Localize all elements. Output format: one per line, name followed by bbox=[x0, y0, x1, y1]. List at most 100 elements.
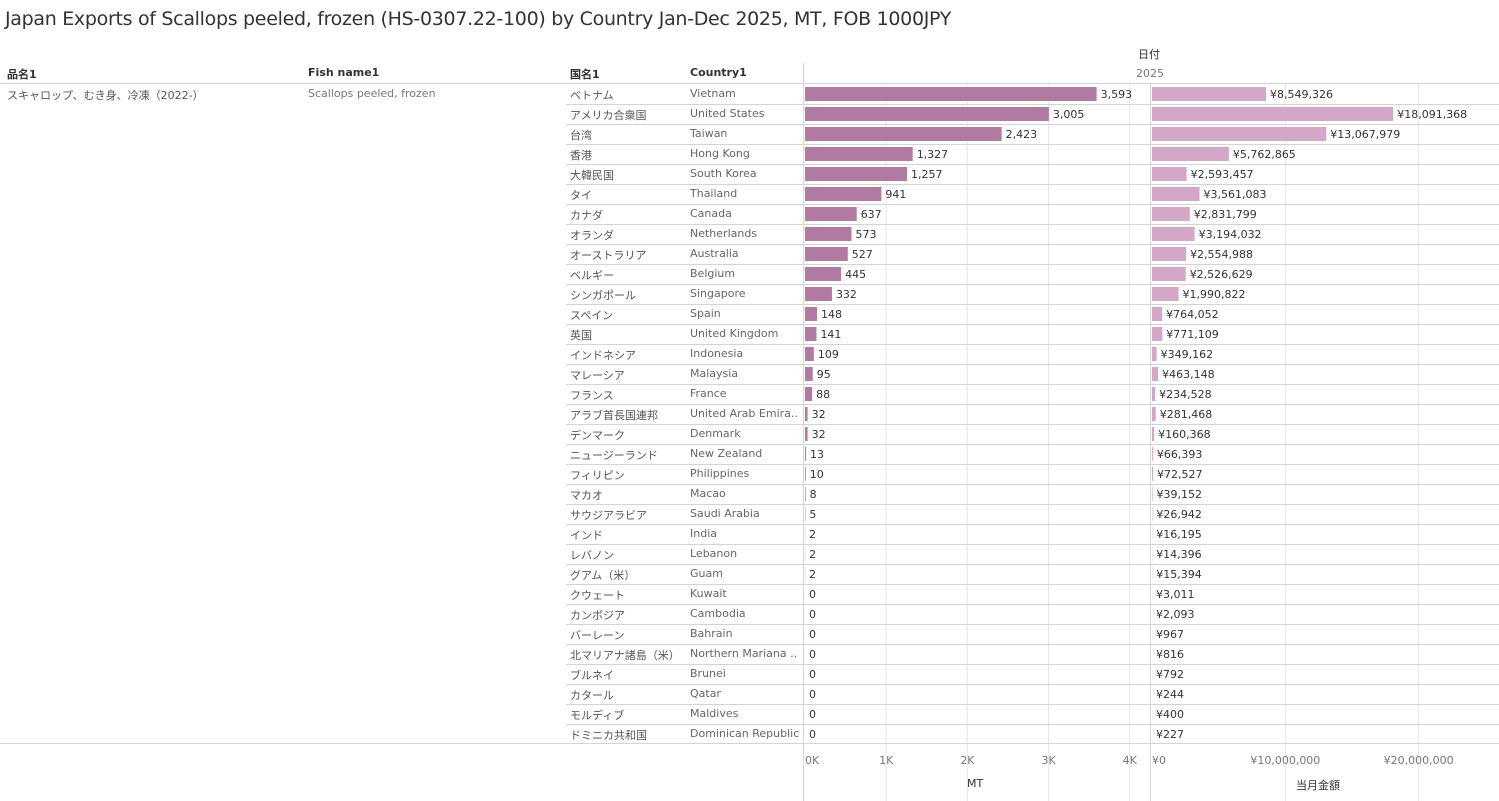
mt-bar-17 bbox=[805, 427, 808, 441]
mt-value-label-30: 0 bbox=[809, 688, 816, 701]
mt-bar-14 bbox=[805, 367, 813, 381]
value-bar-7 bbox=[1152, 227, 1195, 241]
header-product-jp: 品名1 bbox=[7, 68, 37, 81]
mt-value-label-4: 1,257 bbox=[911, 168, 943, 181]
mt-bar-19 bbox=[805, 467, 806, 481]
mt-bar-20 bbox=[805, 487, 806, 501]
value-label-19: ¥72,527 bbox=[1157, 468, 1203, 481]
header-country-en: Country1 bbox=[690, 66, 747, 79]
value-label-9: ¥2,526,629 bbox=[1190, 268, 1253, 281]
value-bar-18 bbox=[1152, 447, 1153, 461]
mt-value-label-16: 32 bbox=[812, 408, 826, 421]
mt-value-label-1: 3,005 bbox=[1053, 108, 1085, 121]
value-bar-4 bbox=[1152, 167, 1187, 181]
mt-value-label-27: 0 bbox=[809, 628, 816, 641]
value-label-31: ¥400 bbox=[1156, 708, 1184, 721]
mt-bar-1 bbox=[805, 107, 1049, 121]
value-bar-19 bbox=[1152, 467, 1153, 481]
mt-value-label-8: 527 bbox=[852, 248, 873, 261]
value-label-0: ¥8,549,326 bbox=[1270, 88, 1333, 101]
value-label-27: ¥967 bbox=[1156, 628, 1184, 641]
tick-label-1-0: ¥0 bbox=[1152, 754, 1166, 767]
header-country-jp: 国名1 bbox=[570, 68, 600, 81]
mt-value-label-7: 573 bbox=[856, 228, 877, 241]
mt-axis-title: MT bbox=[967, 777, 984, 790]
mt-bar-3 bbox=[805, 147, 913, 161]
mt-value-label-3: 1,327 bbox=[917, 148, 949, 161]
mt-value-label-2: 2,423 bbox=[1006, 128, 1038, 141]
tick-label-0-4: 4K bbox=[1122, 754, 1137, 767]
mt-bar-12 bbox=[805, 327, 817, 341]
mt-bar-7 bbox=[805, 227, 852, 241]
value-bar-0 bbox=[1152, 87, 1266, 101]
value-label-12: ¥771,109 bbox=[1166, 328, 1219, 341]
value-bar-10 bbox=[1152, 287, 1179, 301]
value-label-6: ¥2,831,799 bbox=[1194, 208, 1257, 221]
value-bar-11 bbox=[1152, 307, 1163, 321]
header-rule bbox=[0, 83, 1499, 84]
value-label-30: ¥244 bbox=[1156, 688, 1184, 701]
mt-value-label-13: 109 bbox=[818, 348, 839, 361]
mt-value-label-26: 0 bbox=[809, 608, 816, 621]
value-label-4: ¥2,593,457 bbox=[1191, 168, 1254, 181]
mt-bar-2 bbox=[805, 127, 1002, 141]
value-label-17: ¥160,368 bbox=[1158, 428, 1211, 441]
value-label-21: ¥26,942 bbox=[1156, 508, 1202, 521]
mt-bar-4 bbox=[805, 167, 908, 181]
value-bar-16 bbox=[1152, 407, 1156, 421]
value-label-8: ¥2,554,988 bbox=[1190, 248, 1253, 261]
value-bar-2 bbox=[1152, 127, 1327, 141]
value-label-7: ¥3,194,032 bbox=[1199, 228, 1262, 241]
mt-value-label-25: 0 bbox=[809, 588, 816, 601]
value-bar-15 bbox=[1152, 387, 1156, 401]
value-label-13: ¥349,162 bbox=[1161, 348, 1214, 361]
mt-value-label-31: 0 bbox=[809, 708, 816, 721]
mt-bar-18 bbox=[805, 447, 807, 461]
mt-bar-5 bbox=[805, 187, 882, 201]
value-label-1: ¥18,091,368 bbox=[1397, 108, 1467, 121]
value-bar-9 bbox=[1152, 267, 1186, 281]
mt-bar-9 bbox=[805, 267, 842, 281]
value-bar-1 bbox=[1152, 107, 1394, 121]
mt-bar-6 bbox=[805, 207, 857, 221]
header-date-field: 日付 bbox=[1138, 48, 1160, 61]
mt-bar-11 bbox=[805, 307, 818, 321]
value-label-20: ¥39,152 bbox=[1157, 488, 1203, 501]
value-bar-3 bbox=[1152, 147, 1229, 161]
mt-value-label-18: 13 bbox=[810, 448, 824, 461]
mt-value-label-23: 2 bbox=[809, 548, 816, 561]
body-bottom-rule bbox=[0, 743, 1499, 744]
mt-value-label-24: 2 bbox=[809, 568, 816, 581]
value-label-11: ¥764,052 bbox=[1166, 308, 1219, 321]
value-bar-5 bbox=[1152, 187, 1200, 201]
mt-value-label-15: 88 bbox=[816, 388, 830, 401]
tick-label-0-3: 3K bbox=[1041, 754, 1056, 767]
mt-value-label-0: 3,593 bbox=[1101, 88, 1133, 101]
mt-value-label-20: 8 bbox=[810, 488, 817, 501]
value-label-2: ¥13,067,979 bbox=[1330, 128, 1400, 141]
mt-value-label-14: 95 bbox=[817, 368, 831, 381]
mt-bar-13 bbox=[805, 347, 814, 361]
mt-value-label-17: 32 bbox=[812, 428, 826, 441]
mt-bar-8 bbox=[805, 247, 848, 261]
mt-value-label-11: 148 bbox=[821, 308, 842, 321]
value-label-16: ¥281,468 bbox=[1160, 408, 1213, 421]
chart-title: Japan Exports of Scallops peeled, frozen… bbox=[5, 8, 952, 30]
value-bar-12 bbox=[1152, 327, 1163, 341]
header-year: 2025 bbox=[1136, 67, 1164, 80]
value-bar-6 bbox=[1152, 207, 1190, 221]
tick-label-0-0: 0K bbox=[805, 754, 820, 767]
value-label-23: ¥14,396 bbox=[1156, 548, 1202, 561]
mt-value-label-6: 637 bbox=[861, 208, 882, 221]
value-label-3: ¥5,762,865 bbox=[1233, 148, 1296, 161]
value-axis-title: 当月金額 bbox=[1296, 779, 1340, 792]
tick-label-1-1: ¥10,000,000 bbox=[1250, 754, 1321, 767]
mt-value-label-10: 332 bbox=[836, 288, 857, 301]
tick-label-0-2: 2K bbox=[960, 754, 975, 767]
value-label-24: ¥15,394 bbox=[1156, 568, 1202, 581]
value-label-14: ¥463,148 bbox=[1162, 368, 1215, 381]
value-label-32: ¥227 bbox=[1156, 728, 1184, 741]
value-bar-17 bbox=[1152, 427, 1155, 441]
mt-value-label-19: 10 bbox=[810, 468, 824, 481]
